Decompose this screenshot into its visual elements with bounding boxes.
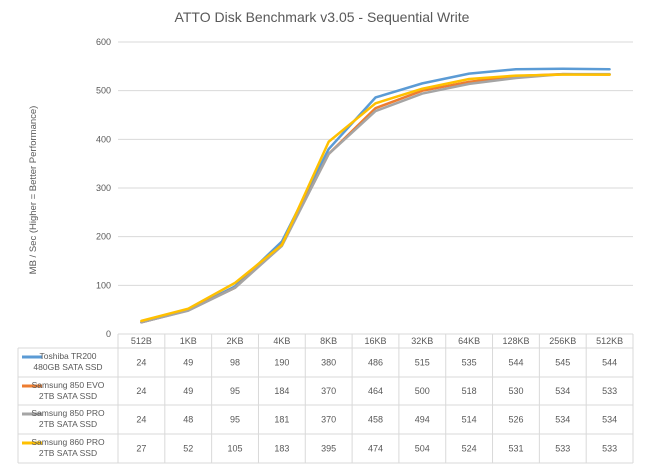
table-cell-value: 544	[508, 358, 523, 368]
y-tick-label: 500	[96, 86, 111, 96]
x-category-label: 512KB	[596, 336, 623, 346]
table-cell-value: 526	[508, 415, 523, 425]
chart-title: ATTO Disk Benchmark v3.05 - Sequential W…	[175, 9, 470, 25]
table-cell-value: 190	[274, 358, 289, 368]
y-tick-label: 100	[96, 280, 111, 290]
table-cell-value: 533	[602, 386, 617, 396]
legend-label: 2TB SATA SSD	[39, 419, 97, 429]
table-cell-value: 533	[555, 444, 570, 454]
y-axis-label: MB / Sec (Higher = Better Performance)	[28, 106, 39, 275]
legend-label: 2TB SATA SSD	[39, 448, 97, 458]
table-cell-value: 534	[555, 415, 570, 425]
table-cell-value: 27	[136, 444, 146, 454]
table-cell-value: 370	[321, 415, 336, 425]
x-category-label: 8KB	[320, 336, 337, 346]
table-cell-value: 531	[508, 444, 523, 454]
legend-label: 2TB SATA SSD	[39, 391, 97, 401]
table-cell-value: 535	[462, 358, 477, 368]
x-category-label: 128KB	[502, 336, 529, 346]
legend-label: Toshiba TR200	[39, 351, 96, 361]
y-axis-ticks: 0 100 200 300 400 500 600	[96, 37, 111, 339]
series-lines	[140, 67, 611, 324]
x-category-label: 256KB	[549, 336, 576, 346]
table-cell-value: 24	[136, 358, 146, 368]
table-cell-value: 380	[321, 358, 336, 368]
table-cell-value: 49	[183, 358, 193, 368]
table-cell-value: 474	[368, 444, 383, 454]
table-cell-value: 24	[136, 386, 146, 396]
legend-label: Samsung 850 EVO	[32, 380, 105, 390]
table-cell-value: 52	[183, 444, 193, 454]
series-line	[140, 67, 611, 324]
x-category-label: 2KB	[227, 336, 244, 346]
table-cell-value: 184	[274, 386, 289, 396]
gridlines	[118, 41, 633, 335]
table-cell-value: 514	[462, 415, 477, 425]
table-cell-value: 98	[230, 358, 240, 368]
table-cell-value: 95	[230, 415, 240, 425]
legend-label: Samsung 850 PRO	[31, 408, 105, 418]
series-line	[140, 72, 611, 324]
table-cell-value: 49	[183, 386, 193, 396]
legend-label: Samsung 860 PRO	[31, 437, 105, 447]
x-category-label: 512B	[131, 336, 152, 346]
y-tick-label: 400	[96, 134, 111, 144]
table-cell-value: 504	[415, 444, 430, 454]
table-cell-value: 24	[136, 415, 146, 425]
x-category-label: 32KB	[411, 336, 433, 346]
table-cell-value: 395	[321, 444, 336, 454]
table-cell-value: 534	[602, 415, 617, 425]
table-cell-value: 486	[368, 358, 383, 368]
legend-label: 480GB SATA SSD	[33, 362, 102, 372]
table-cell-value: 464	[368, 386, 383, 396]
table-cell-value: 545	[555, 358, 570, 368]
table-cell-value: 458	[368, 415, 383, 425]
table-cell-value: 533	[602, 444, 617, 454]
table-cell-value: 181	[274, 415, 289, 425]
table-cell-value: 500	[415, 386, 430, 396]
table-cell-value: 183	[274, 444, 289, 454]
y-tick-label: 0	[106, 329, 111, 339]
table-cell-value: 534	[555, 386, 570, 396]
x-category-label: 1KB	[180, 336, 197, 346]
series-line	[140, 73, 611, 323]
x-category-label: 16KB	[364, 336, 386, 346]
table-cell-value: 370	[321, 386, 336, 396]
table-cell-value: 530	[508, 386, 523, 396]
table-cell-value: 95	[230, 386, 240, 396]
table-cell-value: 105	[228, 444, 243, 454]
table-cell-value: 48	[183, 415, 193, 425]
y-tick-label: 200	[96, 232, 111, 242]
table-cell-value: 494	[415, 415, 430, 425]
table-cell-value: 524	[462, 444, 477, 454]
table-cell-value: 518	[462, 386, 477, 396]
table-cell-value: 515	[415, 358, 430, 368]
y-tick-label: 300	[96, 183, 111, 193]
data-table: 512B 1KB 2KB 4KB 8KB 16KB 32KB 64KB 128KB 256KB 51…	[17, 333, 634, 464]
x-category-label: 64KB	[458, 336, 480, 346]
table-cell-value: 544	[602, 358, 617, 368]
y-tick-label: 600	[96, 37, 111, 47]
x-category-label: 4KB	[273, 336, 290, 346]
